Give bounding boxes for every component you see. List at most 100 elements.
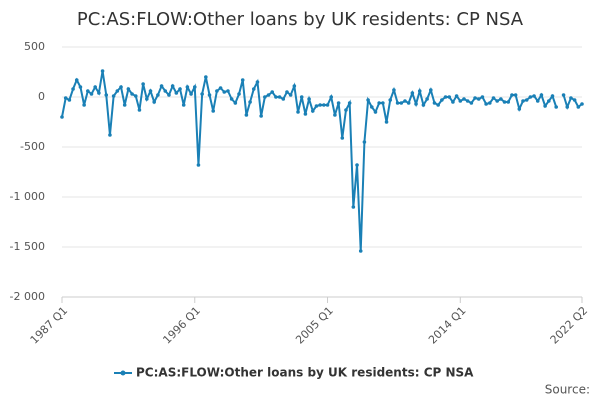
point bbox=[82, 103, 86, 107]
point bbox=[218, 86, 223, 90]
point bbox=[451, 100, 455, 104]
point bbox=[550, 94, 555, 98]
point bbox=[159, 84, 164, 88]
point bbox=[547, 99, 551, 103]
y-tick-label: -1 500 bbox=[10, 240, 45, 253]
point bbox=[318, 103, 322, 107]
point bbox=[152, 100, 156, 104]
point bbox=[237, 92, 241, 96]
source: Source: bbox=[545, 383, 590, 397]
point bbox=[388, 98, 393, 102]
point bbox=[369, 105, 374, 109]
point bbox=[344, 108, 348, 112]
point bbox=[406, 101, 411, 105]
point bbox=[377, 101, 381, 105]
point bbox=[215, 89, 219, 93]
y-tick-label: -2 000 bbox=[10, 290, 45, 303]
legend-marker bbox=[120, 370, 126, 376]
point bbox=[303, 112, 308, 116]
point bbox=[270, 90, 275, 94]
point bbox=[137, 108, 142, 112]
point bbox=[244, 113, 249, 117]
point bbox=[447, 95, 452, 99]
point bbox=[488, 101, 492, 105]
point bbox=[399, 101, 404, 105]
point bbox=[473, 96, 477, 100]
point bbox=[561, 93, 566, 97]
point bbox=[100, 69, 105, 73]
point bbox=[381, 101, 385, 105]
point bbox=[513, 93, 518, 97]
x-tick-label: 2005 Q1 bbox=[293, 304, 336, 347]
point bbox=[233, 101, 238, 105]
point bbox=[63, 96, 68, 100]
point bbox=[274, 95, 278, 99]
point bbox=[333, 113, 337, 117]
point bbox=[436, 103, 440, 107]
point bbox=[524, 98, 529, 102]
point bbox=[576, 105, 581, 109]
point bbox=[255, 80, 260, 84]
point bbox=[325, 103, 330, 107]
point bbox=[362, 140, 367, 144]
point bbox=[189, 92, 193, 96]
point bbox=[476, 97, 481, 101]
point bbox=[580, 102, 584, 106]
y-tick-label: 500 bbox=[24, 40, 45, 53]
point bbox=[167, 93, 171, 97]
point bbox=[322, 103, 326, 107]
point bbox=[528, 95, 533, 99]
point bbox=[222, 90, 227, 94]
point bbox=[355, 163, 359, 167]
point bbox=[462, 97, 466, 101]
point bbox=[336, 101, 341, 105]
point bbox=[310, 109, 315, 113]
point bbox=[569, 96, 573, 100]
y-tick-label: 0 bbox=[38, 90, 45, 103]
point bbox=[115, 89, 120, 93]
point bbox=[266, 93, 271, 97]
point bbox=[458, 99, 463, 103]
point bbox=[425, 97, 429, 101]
point bbox=[384, 120, 389, 124]
point bbox=[226, 89, 230, 93]
point bbox=[484, 102, 488, 106]
point bbox=[329, 95, 334, 99]
y-tick-label: -500 bbox=[20, 140, 45, 153]
y-tick-label: -1 000 bbox=[10, 190, 45, 203]
point bbox=[296, 110, 300, 114]
point bbox=[248, 100, 252, 104]
point bbox=[78, 85, 83, 89]
point bbox=[281, 97, 286, 101]
point bbox=[133, 94, 138, 98]
point bbox=[259, 114, 263, 118]
point bbox=[414, 102, 418, 106]
point bbox=[119, 85, 123, 89]
point bbox=[491, 96, 496, 100]
point bbox=[145, 97, 149, 101]
point bbox=[86, 89, 90, 93]
x-tick-label: 2014 Q1 bbox=[426, 304, 469, 347]
point bbox=[517, 107, 522, 111]
point bbox=[288, 93, 293, 97]
point bbox=[421, 103, 426, 107]
point bbox=[403, 99, 407, 103]
point bbox=[465, 99, 470, 103]
point bbox=[67, 98, 72, 102]
point bbox=[126, 87, 131, 91]
point bbox=[170, 84, 175, 88]
point bbox=[181, 103, 186, 107]
point bbox=[410, 91, 415, 95]
point bbox=[539, 93, 544, 97]
point bbox=[204, 75, 208, 79]
point bbox=[554, 105, 558, 109]
point bbox=[60, 115, 64, 119]
point bbox=[521, 99, 525, 103]
point bbox=[532, 94, 536, 98]
point bbox=[200, 92, 204, 96]
point bbox=[74, 78, 79, 82]
chart-title: PC:AS:FLOW:Other loans by UK residents: … bbox=[77, 9, 524, 30]
point bbox=[211, 109, 216, 113]
point bbox=[454, 94, 459, 98]
point bbox=[351, 205, 356, 209]
